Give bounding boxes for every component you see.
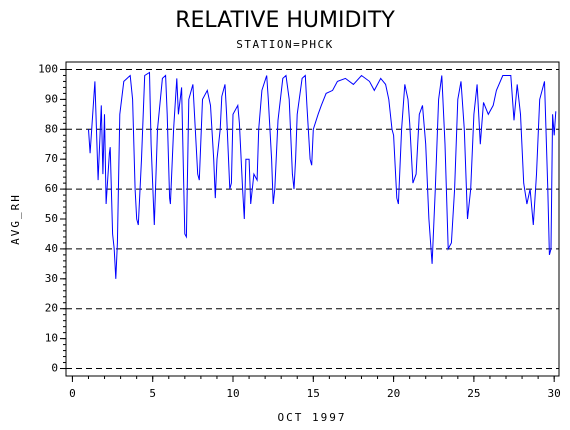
data-line bbox=[88, 71, 557, 279]
y-axis-label: AVG_RH bbox=[9, 193, 22, 245]
x-tick-label: 0 bbox=[69, 387, 76, 400]
y-tick-label: 100 bbox=[38, 62, 58, 75]
chart-subtitle: STATION=PHCK bbox=[236, 38, 333, 51]
y-tick-label: 20 bbox=[45, 302, 58, 315]
y-tick-label: 0 bbox=[51, 362, 58, 375]
y-tick-label: 40 bbox=[45, 242, 58, 255]
chart-title: RELATIVE HUMIDITY bbox=[175, 8, 395, 33]
x-tick-label: 5 bbox=[149, 387, 156, 400]
y-tick-label: 10 bbox=[45, 332, 58, 345]
x-tick-label: 30 bbox=[548, 387, 561, 400]
plot-frame bbox=[65, 61, 560, 377]
y-tick-label: 70 bbox=[45, 152, 58, 165]
x-tick-label: 10 bbox=[226, 387, 239, 400]
x-tick-label: 15 bbox=[307, 387, 320, 400]
x-axis-label: OCT 1997 bbox=[278, 411, 347, 424]
y-tick-label: 90 bbox=[45, 92, 58, 105]
y-tick-label: 30 bbox=[45, 272, 58, 285]
x-tick-label: 25 bbox=[467, 387, 480, 400]
x-tick-label: 20 bbox=[387, 387, 400, 400]
y-tick-label: 80 bbox=[45, 122, 58, 135]
y-tick-label: 50 bbox=[45, 212, 58, 225]
y-tick-label: 60 bbox=[45, 182, 58, 195]
